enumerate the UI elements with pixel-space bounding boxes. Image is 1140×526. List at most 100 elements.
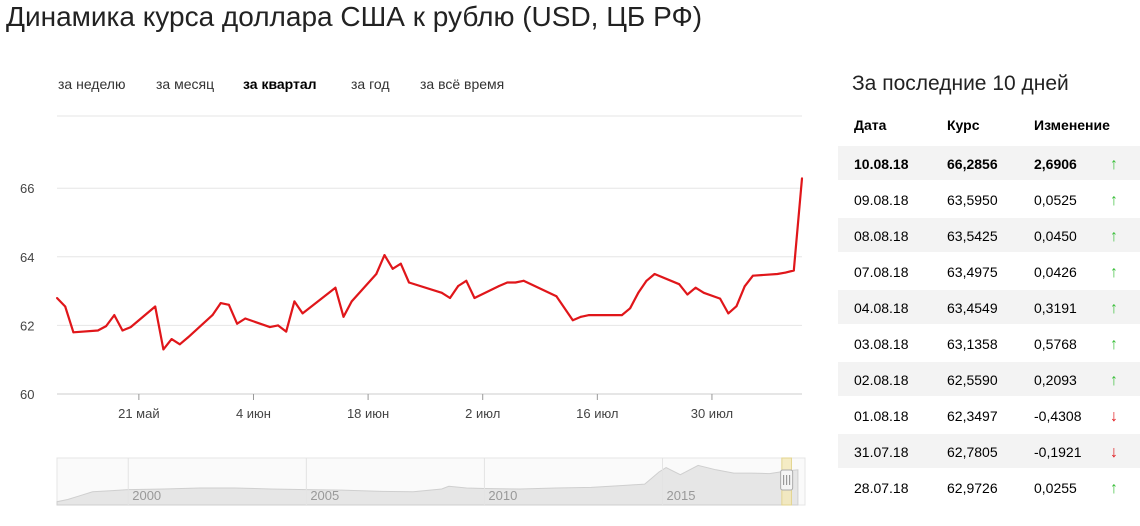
data-point <box>792 269 795 272</box>
row-date: 03.08.18 <box>854 336 909 352</box>
data-point <box>653 273 656 275</box>
arrow-up-icon: ↑ <box>1110 228 1118 245</box>
arrow-down-icon: ↓ <box>1110 408 1118 425</box>
tab-week[interactable]: за неделю <box>58 76 126 92</box>
arrow-up-icon: ↑ <box>1110 192 1118 209</box>
page-title: Динамика курса доллара США к рублю (USD,… <box>6 1 703 32</box>
rate-series-line <box>56 178 804 351</box>
table-row: 31.07.18 62,7805 -0,1921 ↓ <box>838 432 1140 468</box>
data-point <box>522 279 525 282</box>
row-date: 10.08.18 <box>854 156 909 172</box>
rates-table: Дата Курс Изменение 10.08.18 66,2856 2,690… <box>838 108 1140 504</box>
row-change: 0,5768 <box>1034 336 1077 352</box>
data-point <box>56 297 58 299</box>
data-point <box>227 303 230 306</box>
data-point <box>64 305 67 308</box>
y-tick-label: 62 <box>20 318 34 333</box>
row-change: 0,3191 <box>1034 300 1077 316</box>
history-navigator[interactable]: 2000 2005 2010 2015 <box>0 450 820 510</box>
data-point <box>784 271 787 274</box>
data-point <box>719 297 722 300</box>
tab-quarter[interactable]: за квартал <box>243 76 317 92</box>
data-point <box>244 317 247 320</box>
data-point <box>277 324 279 327</box>
row-rate: 62,3497 <box>947 408 998 424</box>
table-row: 07.08.18 63,4975 0,0426 ↑ <box>838 252 1140 288</box>
row-change: 0,0450 <box>1034 228 1077 244</box>
y-tick-label: 60 <box>20 387 34 402</box>
navigator-year-label: 2000 <box>132 488 161 503</box>
row-date: 08.08.18 <box>854 228 909 244</box>
data-point <box>506 281 509 284</box>
data-point <box>465 279 468 282</box>
arrow-up-icon: ↑ <box>1110 480 1118 497</box>
data-point <box>301 312 304 315</box>
side-title: За последние 10 дней <box>852 72 1069 95</box>
data-point <box>219 302 222 305</box>
data-point <box>498 285 501 287</box>
data-point <box>776 273 779 275</box>
arrow-up-icon: ↑ <box>1110 336 1118 353</box>
data-point <box>801 177 803 180</box>
data-point <box>342 315 345 318</box>
data-point <box>375 273 378 275</box>
header-date: Дата <box>854 117 887 133</box>
tab-year[interactable]: за год <box>351 76 390 92</box>
data-point <box>350 300 353 303</box>
x-tick-label: 16 июл <box>576 406 618 421</box>
data-point <box>702 291 705 294</box>
navigator-year-label: 2015 <box>667 488 696 503</box>
data-point <box>211 314 214 317</box>
table-row: 01.08.18 62,3497 -0,4308 ↓ <box>838 396 1140 432</box>
arrow-down-icon: ↓ <box>1110 444 1118 461</box>
data-point <box>187 336 189 339</box>
table-row: 09.08.18 63,5950 0,0525 ↑ <box>838 180 1140 216</box>
data-point <box>514 281 517 284</box>
data-point <box>121 329 124 332</box>
data-point <box>743 285 746 288</box>
data-point <box>170 338 173 341</box>
data-point <box>162 348 165 351</box>
row-date: 02.08.18 <box>854 372 909 388</box>
row-date: 04.08.18 <box>854 300 909 316</box>
data-point <box>620 314 623 317</box>
table-row: 04.08.18 63,4549 0,3191 ↑ <box>838 288 1140 324</box>
data-point <box>285 330 288 333</box>
table-row: 08.08.18 63,5425 0,0450 ↑ <box>838 216 1140 252</box>
x-tick-label: 2 июл <box>465 406 500 421</box>
data-point <box>694 286 697 289</box>
row-change: 2,6906 <box>1034 156 1077 172</box>
row-rate: 63,4549 <box>947 300 998 316</box>
data-point <box>473 297 476 299</box>
row-date: 07.08.18 <box>854 264 909 280</box>
data-point <box>735 305 738 308</box>
y-tick-label: 64 <box>20 250 34 265</box>
data-point <box>399 262 402 265</box>
table-row: 03.08.18 63,1358 0,5768 ↑ <box>838 324 1140 360</box>
row-rate: 62,7805 <box>947 444 998 460</box>
row-date: 09.08.18 <box>854 192 909 208</box>
row-date: 28.07.18 <box>854 480 909 496</box>
data-point <box>449 297 451 299</box>
rate-chart[interactable]: 60 62 64 66 21 май 4 июн 18 июн 2 июл 16 июл 30 и… <box>0 100 820 430</box>
data-point <box>555 295 558 298</box>
arrow-up-icon: ↑ <box>1110 300 1118 317</box>
data-point <box>129 326 132 329</box>
x-tick-label: 30 июл <box>691 406 733 421</box>
data-point <box>154 305 157 308</box>
data-point <box>334 286 337 289</box>
table-row: 28.07.18 62,9726 0,0255 ↑ <box>838 468 1140 504</box>
row-change: -0,1921 <box>1034 444 1082 460</box>
data-point <box>391 267 394 270</box>
row-change: -0,4308 <box>1034 408 1082 424</box>
table-row: 10.08.18 66,2856 2,6906 ↑ <box>838 144 1140 180</box>
data-point <box>113 314 116 317</box>
row-date: 31.07.18 <box>854 444 909 460</box>
data-point <box>383 254 386 257</box>
tab-all-time[interactable]: за всё время <box>420 76 505 92</box>
data-point <box>96 329 99 332</box>
arrow-up-icon: ↑ <box>1110 156 1118 173</box>
tab-month[interactable]: за месяц <box>156 76 215 92</box>
x-tick-label: 21 май <box>118 406 160 421</box>
data-point <box>629 307 632 310</box>
